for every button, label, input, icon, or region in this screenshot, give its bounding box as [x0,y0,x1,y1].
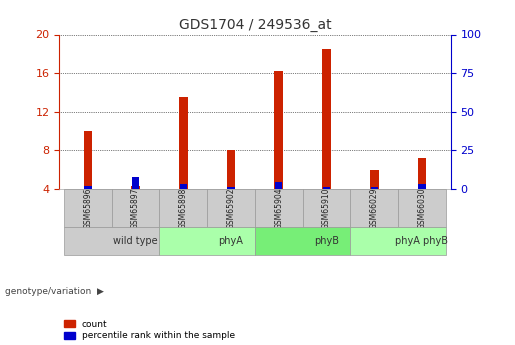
Bar [371,187,378,189]
Bar [180,184,187,189]
Bar [303,189,350,227]
Bar [322,49,331,189]
Legend: count, percentile rank within the sample: count, percentile rank within the sample [64,320,235,341]
Bar [227,150,235,189]
Bar [255,227,350,255]
Bar [131,186,140,189]
Bar [160,227,255,255]
Bar [350,189,398,227]
Text: genotype/variation  ▶: genotype/variation ▶ [5,287,104,296]
Text: GSM65910: GSM65910 [322,187,331,229]
Text: phyA: phyA [219,236,244,246]
Text: phyA phyB: phyA phyB [396,236,449,246]
Text: GSM65897: GSM65897 [131,187,140,229]
Text: phyB: phyB [314,236,339,246]
Text: GSM65904: GSM65904 [274,187,283,229]
Text: GSM66030: GSM66030 [418,187,426,229]
Bar [275,182,282,189]
Bar [112,189,160,227]
Bar [398,189,446,227]
Bar [370,170,379,189]
Bar [350,227,446,255]
Bar [228,187,235,189]
Text: wild type: wild type [113,236,158,246]
Bar [418,184,425,189]
Bar [160,189,207,227]
Bar [64,189,112,227]
Bar [84,186,92,189]
Bar [83,131,92,189]
Bar [274,71,283,189]
Bar [207,189,255,227]
Text: GSM65896: GSM65896 [83,187,92,229]
Bar [418,158,426,189]
Text: GSM66029: GSM66029 [370,187,379,229]
Bar [323,187,330,189]
Text: GSM65902: GSM65902 [227,187,235,229]
Title: GDS1704 / 249536_at: GDS1704 / 249536_at [179,18,331,32]
Text: GSM65898: GSM65898 [179,187,188,228]
Bar [64,227,160,255]
Bar [179,97,187,189]
Bar [255,189,303,227]
Bar [132,177,139,189]
